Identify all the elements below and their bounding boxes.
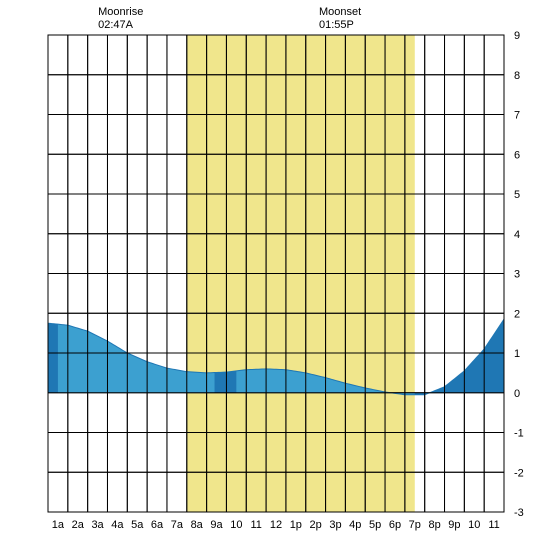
svg-text:5: 5: [514, 189, 520, 201]
svg-text:11: 11: [250, 519, 261, 531]
svg-text:7: 7: [514, 110, 520, 122]
svg-text:9a: 9a: [210, 519, 223, 531]
chart-svg: -3-2-101234567891a2a3a4a5a6a7a8a9a101112…: [0, 0, 550, 550]
svg-text:1: 1: [514, 348, 520, 360]
moonset-annotation: Moonset 01:55P: [319, 6, 361, 32]
svg-text:3p: 3p: [329, 519, 341, 531]
svg-text:5p: 5p: [369, 519, 381, 531]
svg-text:9p: 9p: [448, 519, 460, 531]
svg-text:6p: 6p: [389, 519, 401, 531]
svg-text:8p: 8p: [428, 519, 440, 531]
svg-text:4: 4: [514, 229, 520, 241]
svg-text:6a: 6a: [151, 519, 164, 531]
svg-text:7p: 7p: [409, 519, 421, 531]
svg-text:3a: 3a: [91, 519, 104, 531]
moonrise-label: Moonrise: [98, 6, 143, 18]
svg-text:12: 12: [270, 519, 282, 531]
svg-text:8a: 8a: [191, 519, 204, 531]
svg-text:5a: 5a: [131, 519, 144, 531]
svg-text:3: 3: [514, 269, 520, 281]
svg-text:2a: 2a: [72, 519, 85, 531]
moonrise-time: 02:47A: [98, 19, 133, 31]
svg-text:8: 8: [514, 70, 520, 82]
svg-text:2: 2: [514, 308, 520, 320]
svg-text:0: 0: [514, 388, 520, 400]
tide-chart: -3-2-101234567891a2a3a4a5a6a7a8a9a101112…: [0, 0, 550, 550]
svg-text:-1: -1: [514, 428, 524, 440]
svg-text:4p: 4p: [349, 519, 361, 531]
svg-text:10: 10: [468, 519, 480, 531]
moonset-time: 01:55P: [319, 19, 354, 31]
svg-text:1a: 1a: [52, 519, 65, 531]
svg-text:6: 6: [514, 149, 520, 161]
moonset-label: Moonset: [319, 6, 361, 18]
svg-text:9: 9: [514, 30, 520, 42]
svg-text:11: 11: [488, 519, 499, 531]
svg-text:1p: 1p: [290, 519, 302, 531]
svg-text:-3: -3: [514, 507, 524, 519]
svg-text:4a: 4a: [111, 519, 124, 531]
moonrise-annotation: Moonrise 02:47A: [98, 6, 143, 32]
svg-text:-2: -2: [514, 467, 524, 479]
svg-text:10: 10: [230, 519, 242, 531]
svg-text:2p: 2p: [310, 519, 322, 531]
svg-text:7a: 7a: [171, 519, 184, 531]
